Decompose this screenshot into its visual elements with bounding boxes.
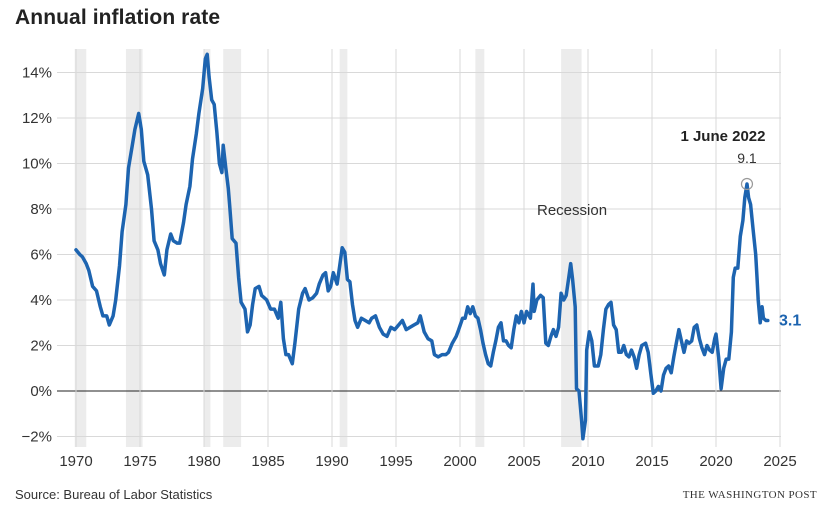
y-tick-label: 8% [30, 201, 52, 218]
recession-band-7 [561, 49, 582, 447]
recession-label: Recession [537, 202, 607, 219]
y-tick-label: 12% [22, 110, 52, 127]
x-tick-label: 1990 [315, 453, 348, 470]
y-tick-label: 14% [22, 65, 52, 82]
y-tick-label: 0% [30, 383, 52, 400]
y-axis-tick-labels: −2% 0% 2% 4% 6% 8% 10% 12% 14% [22, 65, 52, 446]
y-tick-label: 4% [30, 292, 52, 309]
x-tick-label: 2010 [571, 453, 604, 470]
x-tick-label: 2020 [699, 453, 732, 470]
x-tick-label: 2015 [635, 453, 668, 470]
x-tick-label: 1970 [59, 453, 92, 470]
y-tick-label: −2% [22, 429, 52, 446]
source-note: Source: Bureau of Labor Statistics [15, 487, 213, 502]
x-tick-label: 2005 [507, 453, 540, 470]
x-tick-label: 2000 [443, 453, 476, 470]
x-tick-label: 1985 [251, 453, 284, 470]
peak-date-annotation: 1 June 2022 [680, 128, 765, 145]
y-tick-label: 2% [30, 338, 52, 355]
recession-bands [74, 49, 582, 447]
y-tick-label: 6% [30, 247, 52, 264]
chart-title: Annual inflation rate [15, 6, 221, 29]
y-tick-label: 10% [22, 156, 52, 173]
recession-band-4 [223, 49, 242, 447]
inflation-series-line [74, 52, 770, 441]
peak-value-annotation: 9.1 [737, 150, 757, 166]
x-axis-tick-labels: 1970 1975 1980 1985 1990 1995 2000 2005 2010 2015… [59, 453, 796, 470]
peak-marker [740, 177, 754, 191]
recession-band-1 [74, 49, 87, 447]
line-chart: −2%0%2%4%6%8%10%12%14% 1970 1975 1980 1985 1… [22, 49, 801, 470]
recession-band-6 [475, 49, 485, 447]
x-tick-label: 1980 [187, 453, 220, 470]
publisher-credit: THE WASHINGTON POST [682, 489, 817, 501]
x-tick-label: 1975 [123, 453, 156, 470]
latest-value-label: 3.1 [779, 312, 801, 329]
x-tick-label: 2025 [763, 453, 796, 470]
x-tick-label: 1995 [379, 453, 412, 470]
recession-band-3 [204, 49, 211, 447]
